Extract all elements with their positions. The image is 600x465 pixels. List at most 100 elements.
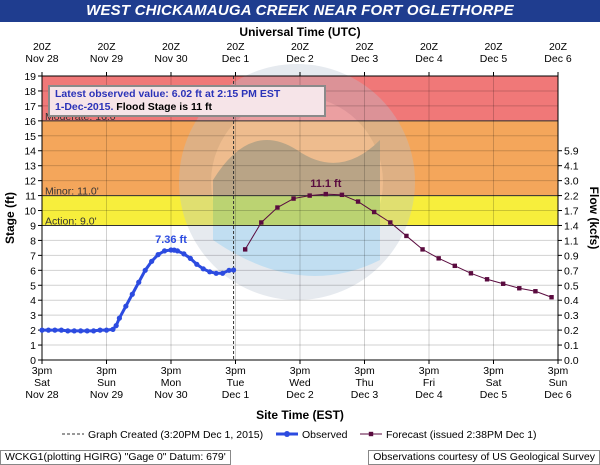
forecast-point: [355, 199, 361, 204]
forecast-point: [533, 289, 538, 294]
observed-point: [161, 248, 168, 254]
flow-tick-label: 4.1: [564, 161, 579, 173]
legend-forecast-label: Forecast (issued 2:38PM Dec 1): [386, 429, 537, 441]
y-tick-label: 11: [25, 191, 36, 203]
latest-line-2: 1-Dec-2015. Flood Stage is 11 ft: [55, 101, 319, 114]
forecast-point: [468, 271, 474, 276]
latest-line-1: Latest observed value: 6.02 ft at 2:15 P…: [55, 88, 281, 100]
forecast-point: [291, 196, 296, 201]
forecast-point: [500, 281, 506, 286]
y-tick-label: 9: [30, 220, 36, 232]
band-label-minor: Minor: 11.0': [45, 186, 99, 198]
observed-point: [123, 303, 129, 309]
annotation-label: 11.1 ft: [310, 178, 342, 190]
x-tick-label-date: Dec 4: [415, 389, 443, 401]
annotation-label: 7.36 ft: [155, 234, 187, 246]
forecast-point: [242, 247, 248, 252]
observed-point: [84, 328, 90, 334]
chart-title: WEST CHICKAMAUGA CREEK NEAR FORT OGLETHO…: [0, 0, 600, 22]
noaa-logo-ring: [179, 64, 415, 300]
legend-observed-marker: [284, 431, 290, 437]
x-tick-label-date: Dec 2: [286, 389, 314, 401]
forecast-point: [275, 205, 280, 210]
x-tick-label-time: 3pm: [290, 365, 311, 377]
flow-tick-label: 0.3: [564, 310, 579, 322]
forecast-point: [484, 277, 490, 282]
x-tick-label-time: 3pm: [419, 365, 440, 377]
flow-tick-label: 0.5: [564, 280, 579, 292]
x-tick-label-day: Sat: [34, 377, 50, 389]
flow-tick-label: 1.1: [564, 235, 579, 247]
observed-point: [103, 327, 110, 333]
observed-point: [45, 327, 52, 333]
y-tick-label: 3: [30, 310, 36, 322]
y-tick-label: 0: [30, 355, 36, 367]
y-tick-label: 6: [30, 265, 36, 277]
top-tick-label-time: 20Z: [291, 41, 310, 53]
x-tick-label-day: Mon: [161, 377, 182, 389]
x-tick-label-time: 3pm: [32, 365, 53, 377]
x-tick-label-day: Sat: [486, 377, 502, 389]
x-tick-label-time: 3pm: [225, 365, 246, 377]
observations-credit: Observations courtesy of US Geological S…: [368, 450, 600, 465]
observed-point: [52, 327, 58, 333]
observed-point: [91, 328, 97, 334]
right-axis-title: Flow (kcfs): [587, 187, 600, 250]
top-tick-label-date: Dec 1: [222, 53, 250, 65]
y-tick-label: 16: [24, 116, 36, 128]
y-tick-label: 7: [30, 250, 36, 262]
bottom-axis-title: Site Time (EST): [256, 408, 344, 422]
observed-point: [213, 270, 219, 276]
x-tick-label-date: Nov 29: [90, 389, 123, 401]
flow-tick-label: 0.4: [564, 295, 579, 307]
top-tick-label-time: 20Z: [549, 41, 568, 53]
observed-point: [97, 327, 103, 333]
flow-tick-label: 5.9: [564, 146, 579, 158]
observed-point: [181, 251, 187, 257]
forecast-point: [420, 247, 425, 252]
forecast-point: [371, 209, 377, 215]
forecast-point: [323, 191, 328, 197]
y-tick-label: 14: [24, 146, 36, 158]
forecast-point: [259, 220, 264, 225]
observed-point: [187, 255, 193, 261]
flow-tick-label: 0.0: [564, 355, 579, 367]
x-tick-label-date: Dec 3: [351, 389, 379, 401]
flow-tick-label: 1.7: [564, 206, 579, 218]
observed-point: [71, 328, 77, 334]
top-tick-label-date: Dec 2: [286, 53, 314, 65]
y-tick-label: 10: [24, 206, 36, 218]
y-tick-label: 4: [30, 295, 36, 307]
observed-point: [194, 261, 200, 267]
x-tick-label-day: Sun: [97, 377, 116, 389]
x-tick-label-date: Dec 6: [544, 389, 572, 401]
x-tick-label-date: Dec 1: [222, 389, 250, 401]
observed-point: [226, 267, 232, 273]
y-tick-label: 8: [30, 235, 36, 247]
y-tick-label: 2: [30, 325, 36, 337]
forecast-point: [452, 263, 457, 269]
band-action: [42, 225, 558, 360]
left-axis-title: Stage (ft): [3, 192, 17, 244]
flow-tick-label: 0.7: [564, 265, 579, 277]
band-moderate: [42, 120, 558, 196]
latest-observed-box: Latest observed value: 6.02 ft at 2:15 P…: [48, 85, 326, 117]
y-tick-label: 18: [24, 86, 36, 98]
top-tick-label-time: 20Z: [97, 41, 116, 53]
x-tick-label-time: 3pm: [161, 365, 182, 377]
x-tick-label-day: Wed: [289, 377, 311, 389]
x-tick-label-day: Thu: [355, 377, 373, 389]
observed-point: [220, 270, 226, 276]
y-tick-label: 5: [30, 280, 36, 292]
forecast-point: [517, 286, 522, 291]
observed-point: [58, 327, 64, 333]
flow-tick-label: 0.1: [564, 340, 579, 352]
x-tick-label-day: Sun: [549, 377, 568, 389]
observed-point: [207, 269, 213, 275]
gauge-info: WCKG1(plotting HGIRG) "Gage 0" Datum: 67…: [0, 450, 231, 465]
top-tick-label-time: 20Z: [484, 41, 503, 53]
top-tick-label-date: Dec 4: [415, 53, 443, 65]
legend-forecast-marker: [368, 431, 374, 437]
noaa-logo-wave: [213, 140, 380, 276]
